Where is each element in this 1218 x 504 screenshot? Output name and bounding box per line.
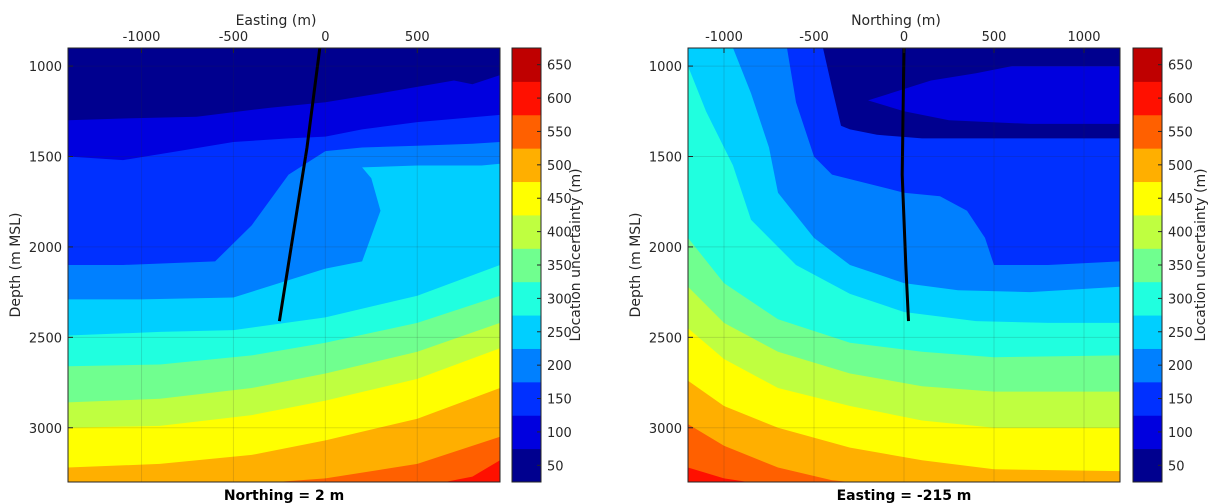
colorbar-tick-label: 600 (1168, 92, 1193, 107)
y-tick-label: 2000 (29, 241, 62, 256)
colorbar-swatch-300 (1133, 281, 1162, 316)
x-axis-label: Northing (m) (851, 13, 941, 29)
colorbar-tick-label: 600 (547, 92, 572, 107)
axes-frame (67, 47, 501, 483)
x-axis-label: Easting (m) (236, 13, 317, 29)
x-tick-label: 0 (321, 30, 329, 45)
x-tick-label: 500 (405, 30, 430, 45)
colorbar-tick-label: 500 (547, 159, 572, 174)
colorbar-tick-label: 200 (1168, 359, 1193, 374)
colorbar-swatch-500 (512, 148, 541, 183)
panel-title: Northing = 2 m (224, 488, 344, 504)
colorbar-swatch-100 (512, 415, 541, 450)
colorbar-tick-label: 500 (1168, 159, 1193, 174)
colorbar-swatch-550 (1133, 114, 1162, 149)
y-axis-label: Depth (m MSL) (8, 213, 24, 318)
panel-title: Easting = -215 m (837, 488, 972, 504)
colorbar-swatch-500 (1133, 148, 1162, 183)
colorbar-tick-label: 250 (1168, 326, 1193, 341)
y-tick-label: 1500 (649, 151, 682, 166)
y-axis-label: Depth (m MSL) (628, 213, 644, 318)
colorbar-swatch-600 (512, 81, 541, 116)
band-600 (444, 460, 500, 482)
colorbar-tick-label: 400 (547, 226, 572, 241)
colorbar-swatch-250 (512, 315, 541, 349)
colorbar-swatch-450 (1133, 181, 1162, 216)
colorbar-tick-label: 150 (1168, 393, 1193, 408)
colorbar-tick-label: 100 (1168, 426, 1193, 441)
colorbar-label: Location uncertainty (m) (1193, 168, 1209, 341)
colorbar-swatch-200 (1133, 348, 1162, 383)
colorbar-tick-label: 100 (547, 426, 572, 441)
x-tick-label: -500 (799, 30, 829, 45)
x-tick-label: 500 (982, 30, 1007, 45)
colorbar-swatch-450 (512, 181, 541, 216)
y-tick-label: 2000 (649, 241, 682, 256)
x-tick-label: -1000 (705, 30, 743, 45)
y-tick-label: 1500 (29, 151, 62, 166)
x-tick-label: -500 (219, 30, 249, 45)
colorbar-swatch-550 (512, 114, 541, 149)
band-550 (276, 436, 500, 482)
colorbar-tick-label: 50 (547, 459, 564, 474)
colorbar-tick-label: 450 (547, 192, 572, 207)
colorbar-tick-label: 350 (547, 259, 572, 274)
colorbar: 50 100 150 200 250 300 350 400 450 500 550 600 650 Lo… (1132, 47, 1209, 483)
y-tick-label: 3000 (29, 422, 62, 437)
colorbar-swatch-650 (1133, 48, 1162, 82)
grid (68, 48, 500, 482)
well-trace (900, 48, 910, 322)
colorbar: 50 100 150 200 250 300 350 400 450 500 550 600 650 Lo… (511, 47, 584, 483)
colorbar-swatch-150 (512, 381, 541, 416)
colorbar-swatch-650 (512, 48, 541, 82)
contour-area (688, 48, 1120, 482)
colorbar-tick-label: 50 (1168, 459, 1185, 474)
colorbar-swatch-150 (1133, 381, 1162, 416)
colorbar-swatch-50 (1133, 448, 1162, 483)
colorbar-swatch-200 (512, 348, 541, 383)
y-tick-label: 1000 (649, 60, 682, 75)
colorbar-swatch-350 (1133, 248, 1162, 283)
colorbar-swatch-100 (1133, 415, 1162, 450)
y-tick-label: 2500 (29, 331, 62, 346)
colorbar-tick-label: 300 (1168, 292, 1193, 307)
colorbar-tick-label: 250 (547, 326, 572, 341)
x-tick-label: 0 (900, 30, 908, 45)
colorbar-tick-label: 650 (1168, 59, 1193, 74)
colorbar-tick-label: 150 (547, 393, 572, 408)
contour-area (68, 48, 500, 482)
panel-2: -1000 -500 0 500 1000 1000 1500 2000 2500 3000 Nor… (628, 13, 1209, 504)
colorbar-tick-label: 400 (1168, 226, 1193, 241)
x-tick-label: -1000 (123, 30, 161, 45)
y-tick-label: 1000 (29, 60, 62, 75)
colorbar-tick-label: 300 (547, 292, 572, 307)
colorbar-tick-label: 200 (547, 359, 572, 374)
panel-1: -1000 -500 0 500 1000 1500 2000 2500 3000 Easting… (8, 13, 584, 504)
colorbar-swatch-50 (512, 448, 541, 483)
colorbar-tick-label: 550 (1168, 125, 1193, 140)
x-tick-label: 1000 (1067, 30, 1100, 45)
y-tick-label: 3000 (649, 422, 682, 437)
band-550 (688, 424, 850, 482)
colorbar-label: Location uncertainty (m) (568, 168, 584, 341)
colorbar-tick-label: 450 (1168, 192, 1193, 207)
band-600 (688, 467, 748, 482)
y-tick-label: 2500 (649, 331, 682, 346)
colorbar-tick-label: 550 (547, 125, 572, 140)
colorbar-swatch-250 (1133, 315, 1162, 349)
colorbar-swatch-400 (512, 214, 541, 249)
colorbar-tick-label: 350 (1168, 259, 1193, 274)
colorbar-swatch-350 (512, 248, 541, 283)
band-100 (868, 66, 1120, 482)
band-500 (68, 388, 500, 482)
colorbar-swatch-600 (1133, 81, 1162, 116)
colorbar-tick-label: 650 (547, 59, 572, 74)
band-500 (688, 380, 1120, 482)
colorbar-swatch-300 (512, 281, 541, 316)
well-trace (277, 48, 322, 322)
grid (688, 48, 1120, 482)
colorbar-swatch-400 (1133, 214, 1162, 249)
